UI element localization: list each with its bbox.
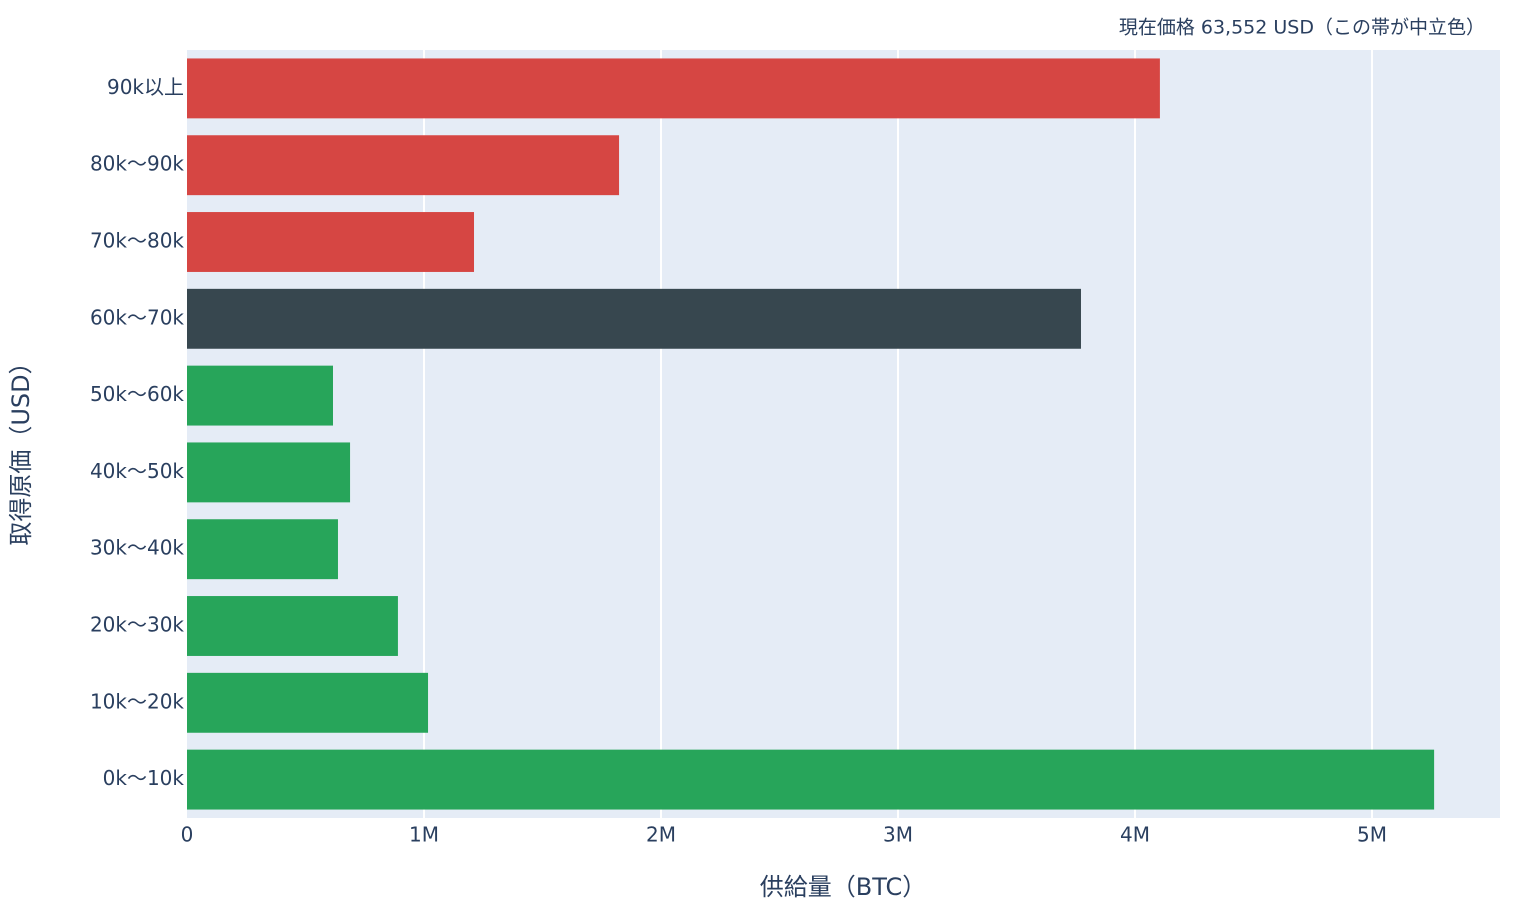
bar <box>187 519 338 580</box>
y-tick-label: 60k〜70k <box>90 305 184 329</box>
y-axis-title: 取得原価（USD） <box>7 350 35 545</box>
annotation: 現在価格 63,552 USD（この帯が中立色） <box>1119 17 1485 39</box>
y-tick-label: 80k〜90k <box>90 152 184 176</box>
y-tick-label: 90k以上 <box>107 75 184 99</box>
y-tick-label: 50k〜60k <box>90 382 184 406</box>
y-tick-label: 10k〜20k <box>90 689 184 713</box>
bar <box>187 749 1435 810</box>
bar <box>187 288 1081 349</box>
bar <box>187 135 620 196</box>
y-tick-label: 0k〜10k <box>103 766 185 790</box>
x-tick-label: 1M <box>409 823 439 847</box>
bar <box>187 596 398 656</box>
y-tick-label: 30k〜40k <box>90 536 184 560</box>
bar <box>187 58 1160 119</box>
y-tick-label: 70k〜80k <box>90 229 184 253</box>
x-tick-label: 3M <box>883 823 913 847</box>
y-tick-label: 40k〜50k <box>90 459 184 483</box>
bar <box>187 212 475 272</box>
x-axis-title: 供給量（BTC） <box>760 873 926 901</box>
x-tick-label: 0 <box>181 823 194 847</box>
bar <box>187 365 333 426</box>
x-tick-label: 5M <box>1357 823 1387 847</box>
x-tick-label: 4M <box>1120 823 1150 847</box>
x-tick-label: 2M <box>646 823 676 847</box>
bar <box>187 442 351 503</box>
bar <box>187 672 429 733</box>
y-tick-label: 20k〜30k <box>90 613 184 637</box>
